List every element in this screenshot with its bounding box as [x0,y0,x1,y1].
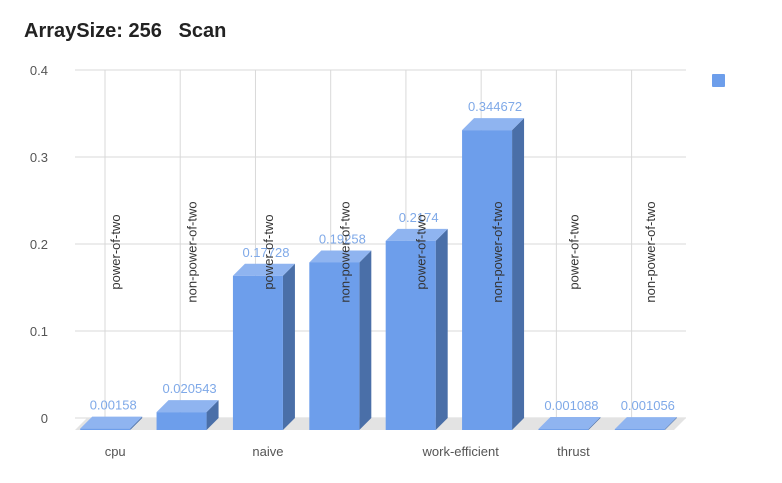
y-tick-label: 0.4 [30,63,48,78]
chart-floor [75,418,686,430]
bar-side [588,417,601,430]
data-label: 0.020543 [162,381,216,396]
bar [462,130,513,430]
bar-side [206,400,219,430]
category-label: power-of-two [414,214,429,289]
group-label: naive [252,444,283,459]
bar-top [614,417,677,430]
bar-top [156,400,219,413]
bar-side [512,118,525,430]
bar [385,240,436,430]
category-label: power-of-two [108,214,123,289]
group-label: thrust [557,444,590,459]
bar-side [130,416,143,430]
bar [614,429,665,430]
bar-top [80,416,143,429]
bar-top [232,263,295,276]
bar [309,262,360,430]
category-label: non-power-of-two [337,201,352,302]
bar-side [282,263,295,430]
legend-swatch [712,74,725,87]
bar-side [359,250,372,430]
data-label: 0.17728 [242,245,289,260]
category-label: non-power-of-two [490,201,505,302]
bar-top [538,417,601,430]
bar [80,428,131,430]
bar [538,429,589,430]
y-tick-label: 0.3 [30,150,48,165]
bar [156,412,207,430]
data-label: 0.2174 [399,210,439,225]
data-label: 0.344672 [468,99,522,114]
bar [232,275,283,430]
bar-side [664,417,677,430]
bar-top [385,228,448,241]
group-label: cpu [105,444,126,459]
data-label: 0.19258 [319,231,366,246]
bar-top [462,118,525,131]
bar-top [309,250,372,263]
y-tick-label: 0.2 [30,237,48,252]
group-label: work-efficient [422,444,500,459]
bar-side [435,228,448,430]
category-label: non-power-of-two [643,201,658,302]
y-tick-label: 0 [41,411,48,426]
category-label: power-of-two [566,214,581,289]
data-label: 0.001056 [621,398,675,413]
data-label: 0.00158 [90,398,137,413]
data-label: 0.001088 [544,398,598,413]
category-label: power-of-two [261,214,276,289]
y-tick-label: 0.1 [30,324,48,339]
chart-title: ArraySize: 256 Scan [24,20,227,42]
category-label: non-power-of-two [185,201,200,302]
